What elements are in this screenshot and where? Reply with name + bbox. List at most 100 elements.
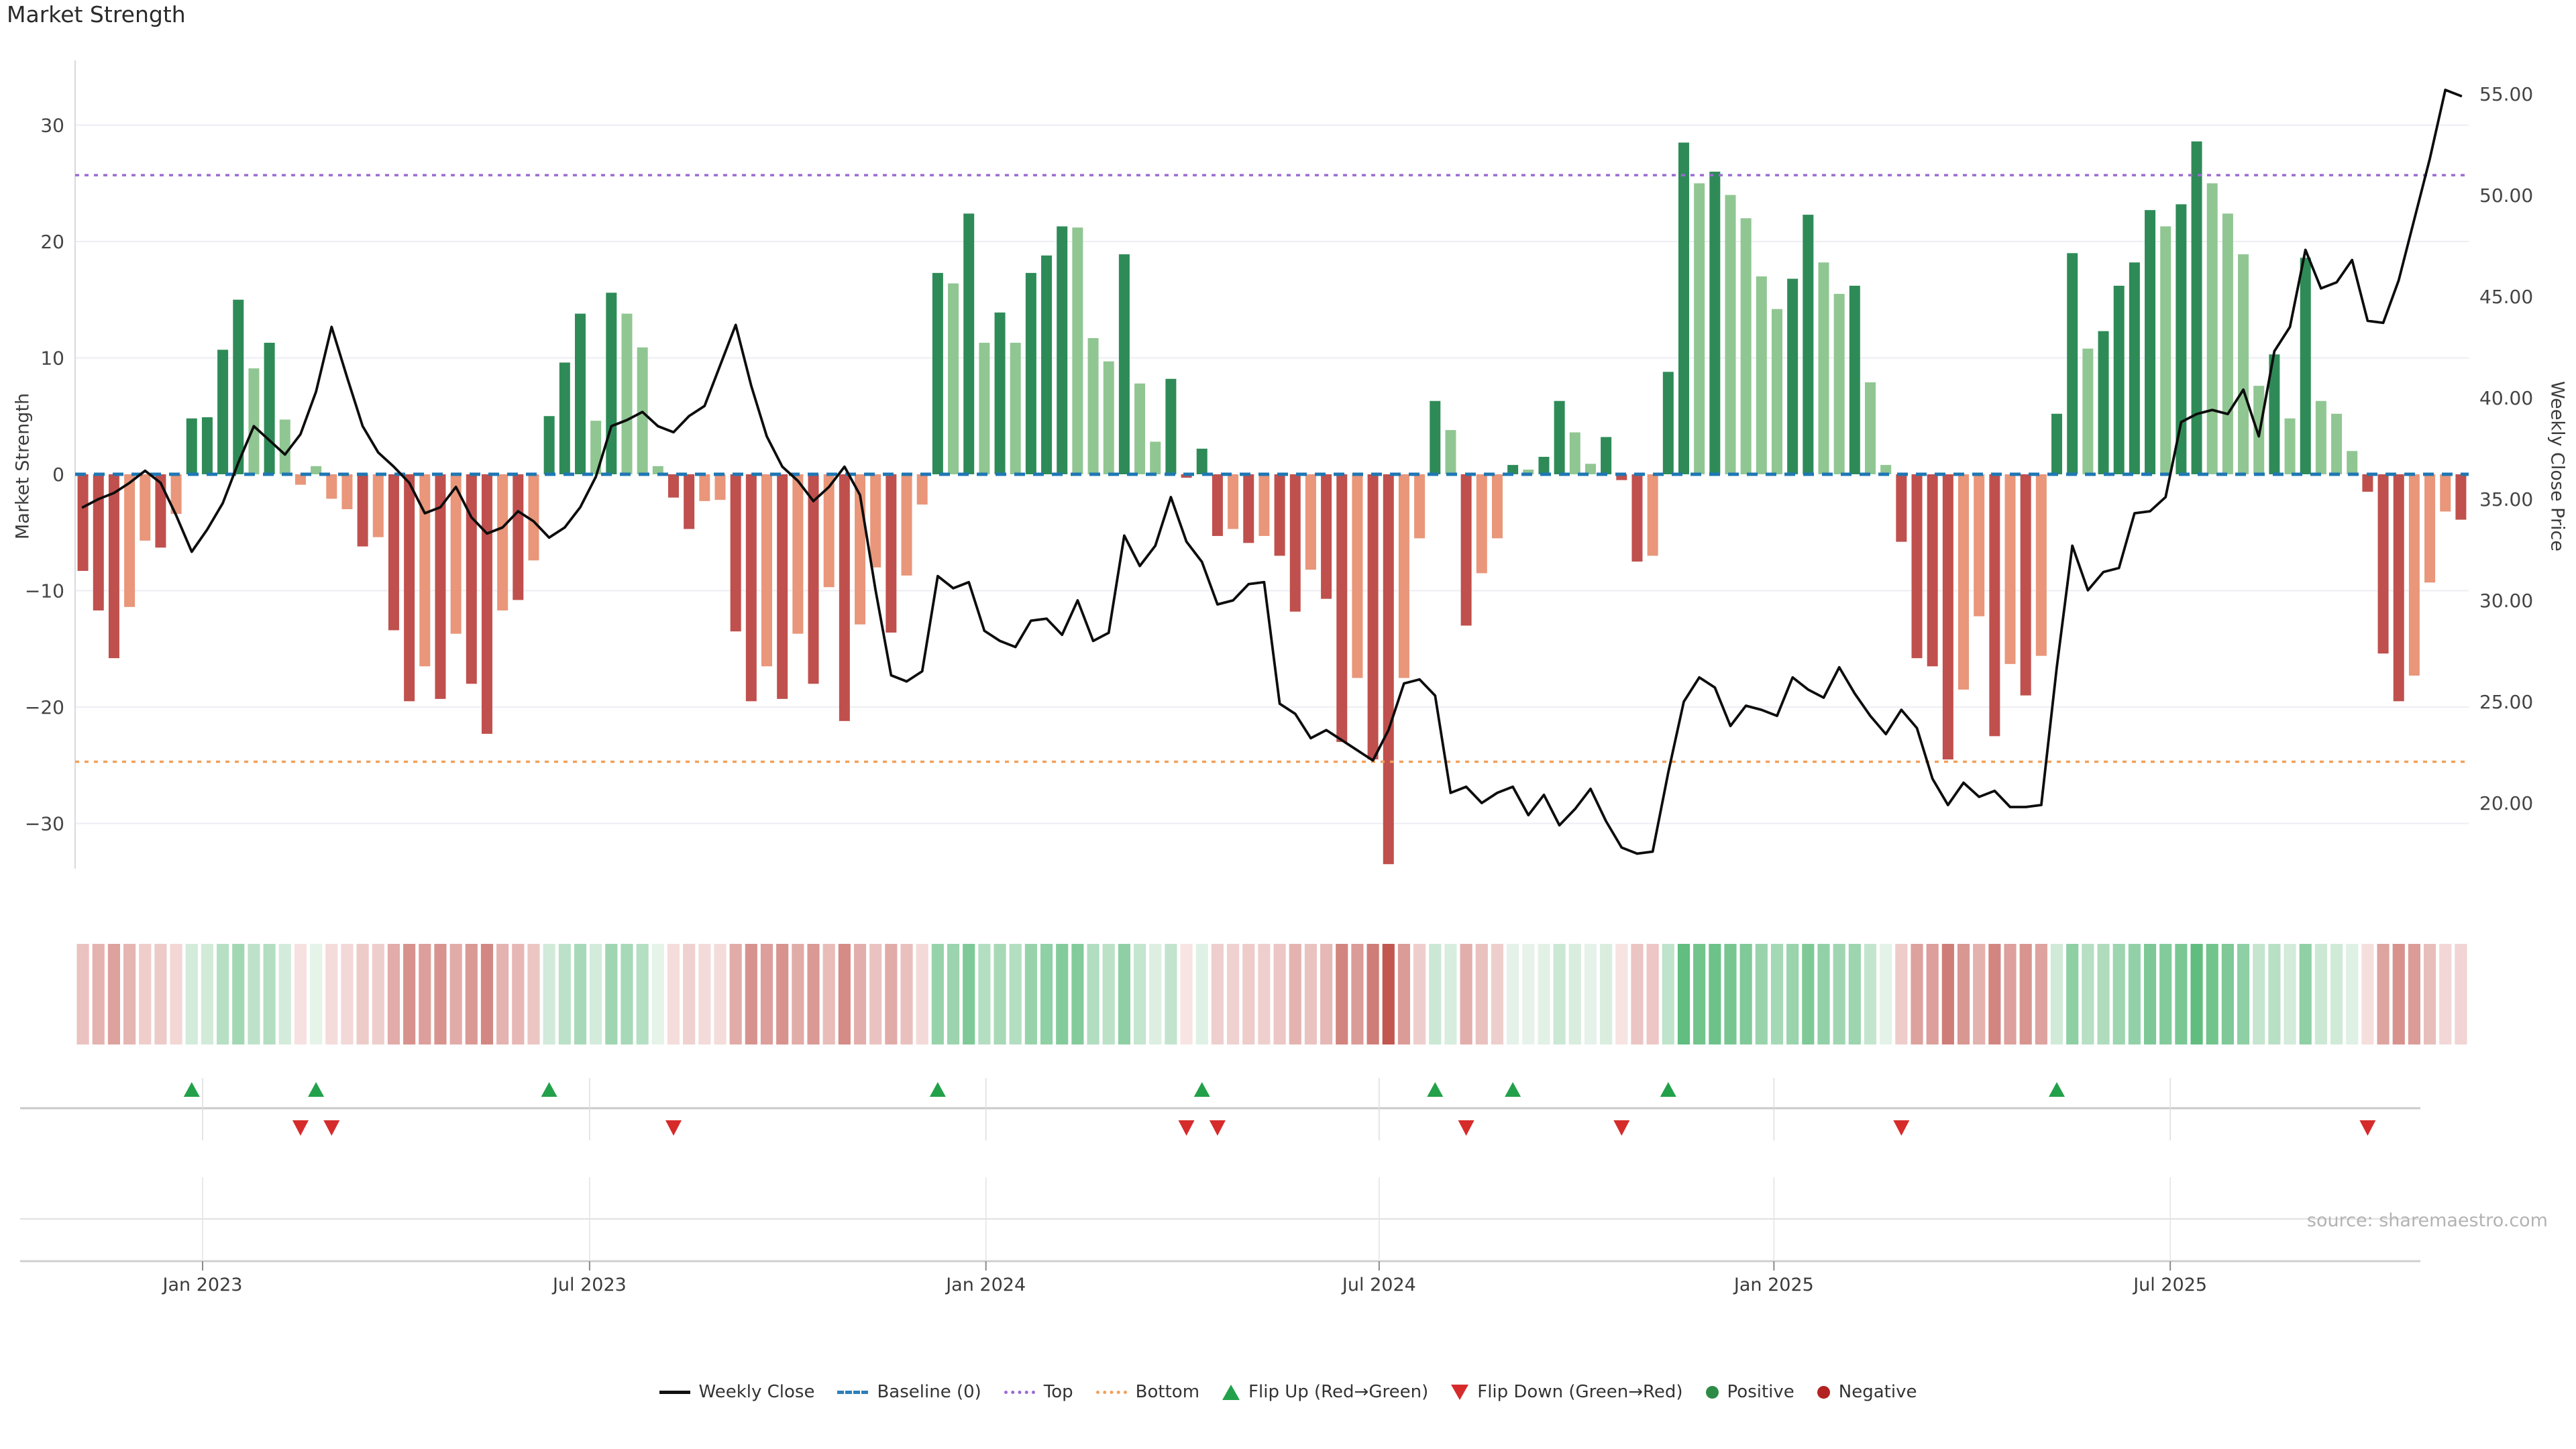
legend-item-flip-down-green-red: Flip Down (Green→Red) — [1451, 1382, 1683, 1402]
strength-bar — [1523, 470, 1534, 474]
x-axis-tick-label: Jan 2024 — [945, 1275, 1026, 1295]
heatmap-cell — [1770, 944, 1784, 1044]
heatmap-cell — [1739, 944, 1752, 1044]
heatmap-cell — [341, 944, 354, 1044]
heatmap-cell — [170, 944, 182, 1044]
legend-marker-tri-down-icon — [1451, 1384, 1469, 1400]
heatmap-cell — [1444, 944, 1457, 1044]
strength-bar — [963, 213, 975, 474]
heatmap-cell — [2423, 944, 2436, 1044]
heatmap-cell — [2346, 944, 2359, 1044]
heatmap-cell — [1258, 944, 1271, 1044]
strength-bar — [730, 474, 741, 632]
flip-down-marker — [323, 1120, 340, 1136]
price-axis-tick-label: 20.00 — [2479, 792, 2533, 814]
heatmap-cell — [1289, 944, 1301, 1044]
heatmap-cell — [512, 944, 525, 1044]
strength-bar — [2129, 262, 2140, 474]
strength-bar — [124, 474, 136, 607]
heatmap-cell — [1848, 944, 1861, 1044]
heatmap-cell — [154, 944, 167, 1044]
heatmap-cell — [2253, 944, 2265, 1044]
heatmap-cell — [1009, 944, 1022, 1044]
heatmap-cell — [1973, 944, 1986, 1044]
heatmap-cell — [698, 944, 711, 1044]
y-axis-tick-label: 30 — [40, 115, 64, 137]
strength-bar — [2051, 413, 2063, 474]
strength-bar — [823, 474, 835, 588]
heatmap-cell — [792, 944, 804, 1044]
flip-up-marker — [1193, 1082, 1210, 1097]
heatmap-cell — [139, 944, 152, 1044]
strength-bar — [1647, 474, 1658, 556]
strength-bar — [372, 474, 384, 537]
legend-label: Weekly Close — [698, 1382, 815, 1402]
heatmap-cell — [527, 944, 540, 1044]
heatmap-cell — [1988, 944, 2001, 1044]
strength-bar — [326, 474, 337, 499]
heatmap-cell — [2190, 944, 2203, 1044]
heatmap-cell — [947, 944, 960, 1044]
x-axis-tick-label: Jul 2023 — [551, 1275, 627, 1295]
heatmap-cell — [1366, 944, 1379, 1044]
strength-bar — [1554, 400, 1565, 474]
strength-bar — [2222, 213, 2233, 474]
strength-bar — [2347, 451, 2358, 474]
strength-bar — [574, 313, 586, 474]
strength-bar — [1010, 342, 1021, 474]
strength-bar — [1725, 195, 1736, 474]
strength-bar — [1228, 474, 1239, 529]
legend-label: Positive — [1727, 1382, 1794, 1402]
strength-bar — [1694, 183, 1705, 474]
heatmap-cell — [2377, 944, 2390, 1044]
heatmap-cell — [1024, 944, 1037, 1044]
strength-bar — [279, 419, 290, 474]
heatmap-cell — [1600, 944, 1613, 1044]
strength-bar — [2067, 253, 2078, 474]
heatmap-cell — [900, 944, 913, 1044]
heatmap-cell — [1320, 944, 1333, 1044]
strength-bar — [1585, 464, 1596, 474]
strength-bar — [543, 416, 555, 474]
legend: Weekly Close Baseline (0) Top Bottom Flip Up… — [0, 1382, 2576, 1402]
strength-bar — [2113, 285, 2125, 474]
heatmap-cell — [1895, 944, 1908, 1044]
heatmap-cell — [465, 944, 478, 1044]
heatmap-cell — [838, 944, 851, 1044]
flip-up-marker — [1427, 1082, 1444, 1097]
right-axis-title: Weekly Close Price — [2546, 380, 2568, 552]
heatmap-cell — [217, 944, 229, 1044]
strength-bar — [1849, 285, 1860, 474]
strength-bar — [1491, 474, 1503, 539]
strength-bar — [606, 292, 617, 474]
strength-bar — [1507, 465, 1519, 474]
strength-bar — [1445, 430, 1456, 474]
strength-bar — [217, 350, 229, 474]
heatmap-cell — [2284, 944, 2296, 1044]
flip-up-marker — [541, 1082, 557, 1097]
price-axis-tick-label: 45.00 — [2479, 286, 2533, 308]
strength-bar — [2362, 474, 2373, 492]
strength-bar — [1196, 448, 1208, 474]
strength-bar — [2191, 141, 2202, 475]
heatmap-cell — [294, 944, 307, 1044]
flip-up-marker — [2049, 1082, 2065, 1097]
heatmap-cell — [651, 944, 664, 1044]
strength-bar — [2393, 474, 2404, 702]
strength-bar — [2424, 474, 2436, 583]
price-axis-tick-label: 35.00 — [2479, 488, 2533, 511]
strength-bar — [2176, 204, 2187, 474]
heatmap-cell — [636, 944, 649, 1044]
heatmap-cell — [1056, 944, 1069, 1044]
y-axis-tick-label: −20 — [25, 696, 64, 718]
heatmap-cell — [1351, 944, 1364, 1044]
heatmap-cell — [2143, 944, 2157, 1044]
y-axis-tick-label: −10 — [25, 580, 64, 602]
strength-bar — [1803, 215, 1814, 474]
strength-bar — [435, 474, 446, 699]
strength-bar — [1072, 227, 1083, 474]
left-axis-title: Market Strength — [12, 392, 34, 540]
strength-bar — [1025, 272, 1036, 474]
legend-item-negative: Negative — [1817, 1382, 1917, 1402]
flip-down-marker — [1178, 1120, 1195, 1136]
